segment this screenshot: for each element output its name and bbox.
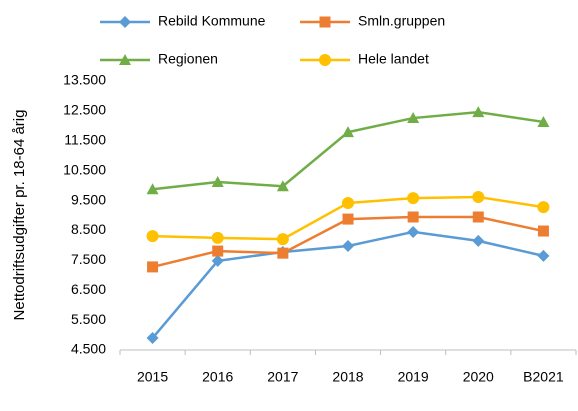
x-tick-label: 2020 — [463, 369, 494, 385]
marker — [472, 106, 485, 118]
marker — [537, 201, 550, 214]
marker — [319, 54, 331, 66]
x-tick-label: 2018 — [332, 369, 363, 385]
y-axis-title: Nettodriftsudgifter pr. 18-64 årig — [11, 110, 28, 321]
legend-label: Hele landet — [358, 51, 429, 67]
marker — [147, 261, 159, 273]
legend-label: Rebild Kommune — [158, 13, 266, 29]
marker — [537, 225, 549, 237]
y-tick-label: 13.500 — [63, 72, 106, 88]
x-tick-label: 2017 — [267, 369, 298, 385]
y-tick-label: 8.500 — [71, 221, 106, 237]
y-tick-label: 6.500 — [71, 281, 106, 297]
legend-label: Smln.gruppen — [358, 13, 445, 29]
marker — [342, 196, 354, 209]
y-tick-label: 11.500 — [64, 131, 106, 147]
x-tick-label: B2021 — [523, 369, 564, 385]
marker — [211, 176, 224, 188]
x-tick-label: 2015 — [137, 369, 168, 385]
marker — [212, 245, 224, 257]
marker — [537, 249, 550, 262]
marker — [472, 190, 485, 203]
marker — [407, 112, 420, 124]
marker — [407, 211, 419, 223]
marker — [119, 54, 131, 65]
marker — [146, 230, 159, 243]
x-tick-label: 2016 — [202, 369, 233, 385]
marker — [472, 211, 484, 223]
y-tick-label: 10.500 — [63, 161, 106, 177]
y-tick-label: 4.500 — [71, 341, 106, 357]
marker — [342, 239, 354, 252]
y-tick-label: 12.500 — [63, 102, 106, 118]
y-tick-label: 7.500 — [71, 251, 106, 267]
legend-label: Regionen — [158, 51, 218, 67]
y-tick-label: 5.500 — [71, 311, 106, 327]
marker — [472, 234, 485, 247]
x-tick-label: 2019 — [398, 369, 429, 385]
line — [152, 110, 544, 191]
marker — [407, 192, 420, 205]
marker — [342, 213, 354, 225]
marker — [342, 126, 354, 138]
marker — [277, 247, 289, 259]
marker — [211, 254, 224, 267]
marker — [276, 180, 289, 192]
y-tick-label: 9.500 — [71, 191, 106, 207]
marker — [119, 16, 131, 28]
marker — [537, 115, 550, 127]
marker — [146, 183, 159, 195]
marker — [276, 233, 289, 246]
marker — [407, 225, 420, 238]
marker — [319, 16, 331, 28]
marker — [211, 231, 224, 244]
marker — [146, 332, 159, 345]
